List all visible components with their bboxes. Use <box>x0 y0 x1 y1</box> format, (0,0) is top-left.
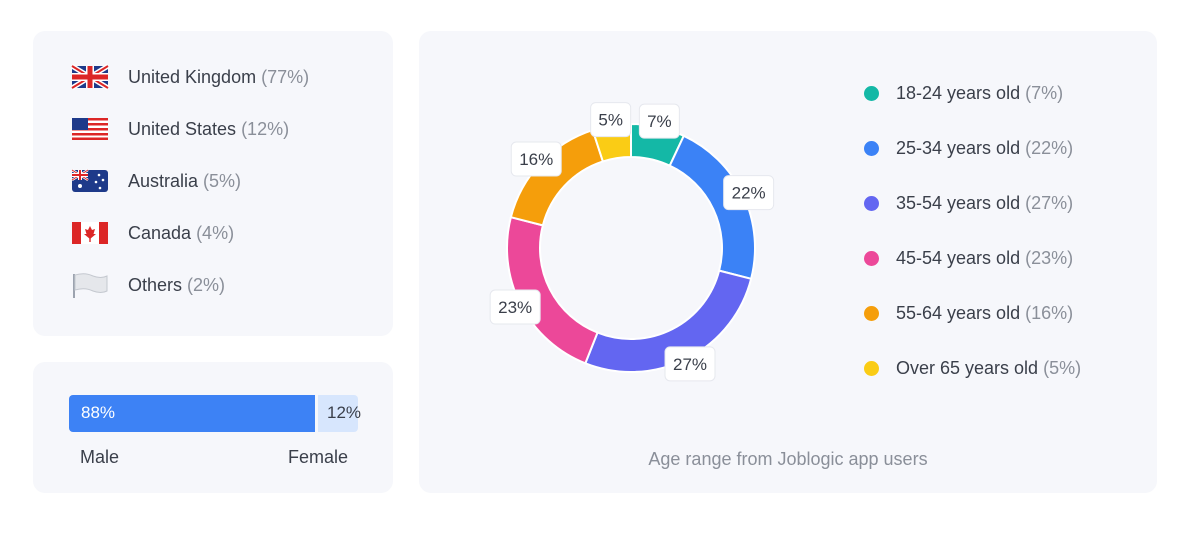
female-bar <box>318 395 358 432</box>
legend-item: 55-64 years old (16%) <box>864 301 1073 325</box>
country-name: United Kingdom <box>128 66 257 87</box>
age-donut-chart: 7% 22% 27% 23% 16% 5% <box>489 102 775 382</box>
legend-swatch <box>864 85 879 101</box>
slice-label: 23% <box>489 289 541 325</box>
slice-label-box <box>723 175 775 211</box>
legend-label: Over 65 years old <box>896 357 1039 378</box>
country-name: Canada <box>128 222 192 243</box>
legend-percentage: (7%) <box>1025 82 1064 103</box>
legend-item: 25-34 years old (22%) <box>864 136 1073 160</box>
legend-item: 35-54 years old (27%) <box>864 191 1073 215</box>
legend-percentage: (27%) <box>1025 192 1074 213</box>
slice-label-box <box>489 289 541 325</box>
legend-item: 18-24 years old (7%) <box>864 81 1063 105</box>
country-row-australia: Australia (5%) <box>71 166 241 196</box>
country-row-united-states: United States (12%) <box>71 114 289 144</box>
canada-flag-icon <box>71 219 109 247</box>
country-row-united-kingdom: United Kingdom (77%) <box>71 62 309 92</box>
legend-label: 18-24 years old <box>896 82 1021 103</box>
age-range-card: 7% 22% 27% 23% 16% 5% 18-24 years old (7%) 25… <box>419 31 1157 493</box>
female-percentage: 12% <box>327 403 362 422</box>
slice-label-box <box>590 102 632 138</box>
legend-swatch <box>864 250 879 266</box>
slice-label-box <box>638 103 680 139</box>
male-bar <box>69 395 315 432</box>
country-row-others: Others (2%) <box>71 270 225 300</box>
slice-label-text: 23% <box>498 298 532 317</box>
country-percentage: (4%) <box>196 222 235 243</box>
legend-label: 55-64 years old <box>896 302 1021 323</box>
legend-item: Over 65 years old (5%) <box>864 356 1081 380</box>
legend-swatch <box>864 195 879 211</box>
slice-label: 16% <box>510 141 562 177</box>
slice-label-box <box>664 346 716 382</box>
legend-swatch <box>864 360 879 376</box>
country-name: United States <box>128 118 237 139</box>
legend-percentage: (22%) <box>1025 137 1074 158</box>
country-row-canada: Canada (4%) <box>71 218 234 248</box>
slice-label-text: 22% <box>732 184 766 203</box>
country-percentage: (77%) <box>261 66 310 87</box>
legend-percentage: (5%) <box>1043 357 1082 378</box>
legend-percentage: (16%) <box>1025 302 1074 323</box>
legend-item: 45-54 years old (23%) <box>864 246 1073 270</box>
australia-flag-icon <box>71 167 109 195</box>
white-flag-icon <box>71 271 109 299</box>
us-flag-icon <box>71 115 109 143</box>
chart-caption: Age range from Joblogic app users <box>648 449 928 469</box>
slice-label: 7% <box>638 103 680 139</box>
legend-label: 35-54 years old <box>896 192 1021 213</box>
slice-label: 22% <box>723 175 775 211</box>
slice-label-text: 16% <box>519 150 553 169</box>
slice-label: 27% <box>664 346 716 382</box>
legend-label: 45-54 years old <box>896 247 1021 268</box>
slice-label-box <box>510 141 562 177</box>
country-percentage: (12%) <box>241 118 290 139</box>
male-label: Male <box>80 447 120 467</box>
slice-label-text: 5% <box>598 111 623 130</box>
country-percentage: (2%) <box>187 274 226 295</box>
female-label: Female <box>288 447 349 467</box>
legend-swatch <box>864 305 879 321</box>
slice-label-text: 27% <box>673 355 707 374</box>
legend-label: 25-34 years old <box>896 137 1021 158</box>
slice-label-text: 7% <box>647 112 672 131</box>
country-name: Others <box>128 274 183 295</box>
legend-percentage: (23%) <box>1025 247 1074 268</box>
countries-card: United Kingdom (77%) United States (12%) <box>33 31 393 336</box>
country-name: Australia <box>128 170 199 191</box>
slice-label: 5% <box>590 102 632 138</box>
gender-card: 88% 12% Male Female <box>33 362 393 493</box>
legend-swatch <box>864 140 879 156</box>
country-percentage: (5%) <box>203 170 242 191</box>
male-percentage: 88% <box>81 403 116 422</box>
uk-flag-icon <box>71 63 109 91</box>
